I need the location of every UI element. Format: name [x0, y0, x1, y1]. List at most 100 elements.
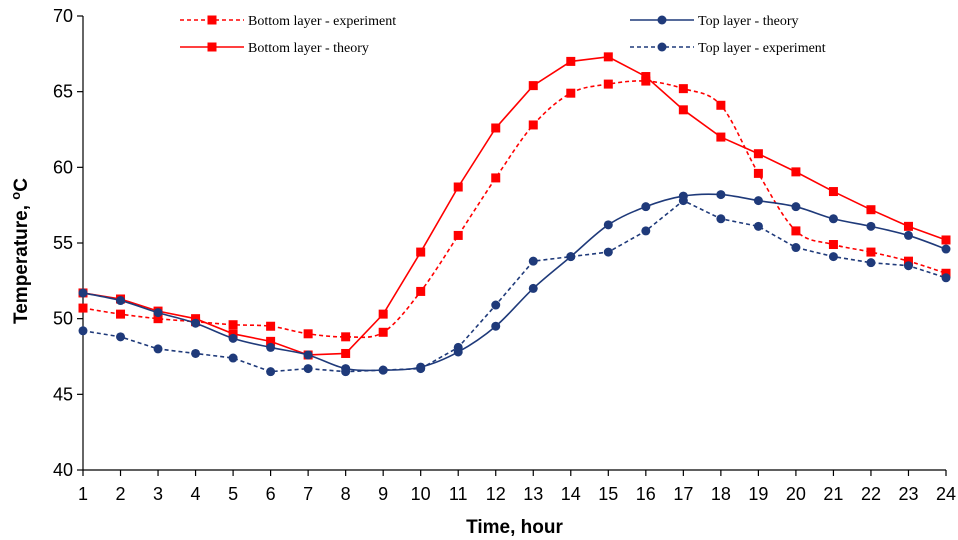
x-ticks: 1 2 3 4 5 6 7 8 9 10 11 12 13 14 15 16 17 18 19 20 21 22 23 24 [78, 470, 956, 504]
legend-label: Top layer - experiment [698, 41, 826, 56]
series-marker [866, 247, 876, 257]
y-axis-title: Temperature, oC [8, 178, 32, 324]
series-marker [378, 327, 388, 337]
series-marker [416, 247, 426, 257]
y-tick-label: 50 [53, 309, 73, 329]
series-marker [903, 261, 913, 271]
series-marker [528, 81, 538, 91]
series-marker [641, 76, 651, 86]
x-tick-label: 13 [523, 484, 543, 504]
series-marker [453, 182, 463, 192]
x-tick-label: 24 [936, 484, 956, 504]
series-marker [791, 167, 801, 177]
series-marker [116, 332, 126, 342]
series-marker [566, 252, 576, 262]
x-tick-label: 17 [673, 484, 693, 504]
y-tick-label: 45 [53, 384, 73, 404]
series-marker [941, 235, 951, 245]
series-marker [153, 344, 163, 354]
y-tick-label: 55 [53, 233, 73, 253]
x-tick-label: 9 [378, 484, 388, 504]
series-marker [678, 105, 688, 115]
series-marker [716, 100, 726, 110]
series-marker [828, 214, 838, 224]
series-marker [716, 132, 726, 142]
x-tick-label: 21 [823, 484, 843, 504]
legend-item: Bottom layer - experiment [180, 14, 396, 29]
series-marker [228, 329, 238, 339]
series-marker [716, 214, 726, 224]
series-marker [828, 252, 838, 262]
series-marker [303, 329, 313, 339]
series-marker [866, 205, 876, 215]
x-tick-label: 19 [748, 484, 768, 504]
series-marker [903, 256, 913, 266]
y-axis-title-main: Temperature, [11, 200, 32, 324]
legend-item: Top layer - experiment [630, 41, 826, 56]
series-marker [941, 268, 951, 278]
series-marker [341, 332, 351, 342]
series-marker [453, 342, 463, 352]
series-marker [266, 336, 276, 346]
legend-item: Top layer - theory [630, 14, 798, 29]
series-marker [753, 149, 763, 159]
series-lines [78, 52, 951, 377]
x-tick-label: 1 [78, 484, 88, 504]
series-marker [528, 256, 538, 266]
series-marker [266, 321, 276, 331]
series-marker [603, 247, 613, 257]
series-marker [528, 120, 538, 130]
series-marker [78, 288, 88, 298]
series-marker [116, 296, 126, 306]
series-2 [78, 52, 951, 360]
legend-label: Top layer - theory [698, 14, 798, 29]
series-marker [191, 314, 201, 324]
series-marker [828, 187, 838, 197]
legend: Bottom layer - experiment Bottom layer - … [180, 14, 826, 56]
series-marker [116, 309, 126, 319]
x-tick-label: 12 [486, 484, 506, 504]
y-axis-title-sup: o [8, 192, 23, 200]
y-axis-title-unit: C [11, 178, 32, 192]
x-axis-title: Time, hour [466, 517, 563, 538]
series-marker [228, 320, 238, 330]
x-tick-label: 20 [786, 484, 806, 504]
y-tick-label: 40 [53, 460, 73, 480]
legend-label: Bottom layer - theory [248, 41, 369, 56]
series-marker [903, 230, 913, 240]
series-marker [266, 367, 276, 377]
series-marker [603, 79, 613, 89]
series-marker [941, 273, 951, 283]
x-tick-label: 23 [898, 484, 918, 504]
series-marker [78, 303, 88, 313]
series-line [82, 199, 947, 373]
series-marker [416, 286, 426, 296]
series-line [82, 80, 947, 339]
x-tick-label: 15 [598, 484, 618, 504]
series-marker [491, 173, 501, 183]
series-marker [191, 348, 201, 358]
series-marker [228, 333, 238, 343]
legend-marker [657, 42, 667, 52]
x-tick-label: 11 [449, 484, 468, 504]
series-marker [566, 56, 576, 66]
series-1 [78, 76, 951, 342]
series-marker [866, 258, 876, 268]
x-tick-label: 14 [561, 484, 581, 504]
series-marker [416, 364, 426, 374]
series-marker [603, 52, 613, 62]
series-marker [941, 244, 951, 254]
series-marker [716, 190, 726, 200]
x-tick-label: 22 [861, 484, 881, 504]
series-marker [791, 202, 801, 212]
legend-marker [207, 15, 217, 25]
series-marker [753, 196, 763, 206]
series-marker [641, 226, 651, 236]
series-marker [528, 283, 538, 293]
series-marker [641, 72, 651, 82]
series-marker [303, 364, 313, 374]
series-marker [303, 350, 313, 360]
series-marker [791, 226, 801, 236]
y-ticks: 40 45 50 55 60 65 70 [53, 6, 83, 480]
